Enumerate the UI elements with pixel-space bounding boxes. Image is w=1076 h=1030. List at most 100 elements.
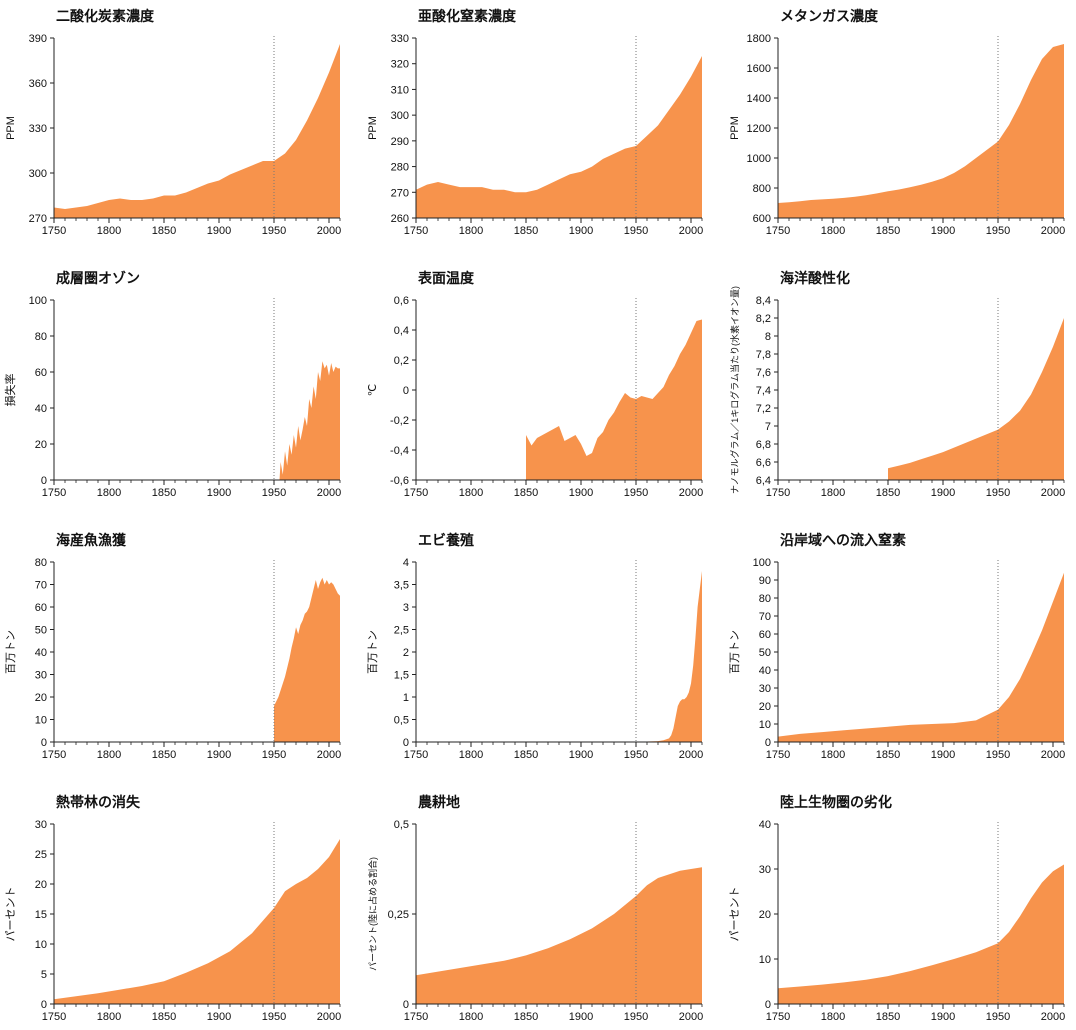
y-tick-label: 300 (391, 110, 409, 122)
chart-panel: 沿岸域への流入窒素 1750 1800 1850 1900 1950 2000 0 10 20 30… (724, 524, 1076, 768)
x-tick-label: 1750 (404, 225, 428, 237)
y-tick-label: 360 (29, 78, 47, 90)
x-tick-label: 1950 (986, 487, 1010, 499)
y-tick-label: 80 (35, 557, 47, 569)
x-tick-label: 1750 (404, 1011, 428, 1023)
x-tick-label: 2000 (679, 487, 703, 499)
y-tick-label: 270 (391, 187, 409, 199)
x-tick-label: 1750 (766, 225, 790, 237)
chart-panel: 海産魚漁獲 1750 1800 1850 1900 1950 2000 0 10 20 30 40 50… (0, 524, 352, 768)
area-chart: 1750 1800 1850 1900 1950 2000 270 300 330 360 390 P… (5, 33, 341, 237)
y-tick-label: 0,5 (394, 715, 409, 727)
y-tick-label: 10 (35, 715, 47, 727)
area-series (279, 361, 340, 480)
x-tick-label: 1950 (624, 487, 648, 499)
y-tick-label: 60 (759, 629, 771, 641)
chart-title: 熱帯林の消失 (56, 795, 140, 811)
x-tick-label: 1900 (569, 225, 593, 237)
area-series (416, 56, 702, 218)
y-tick-label: 320 (391, 59, 409, 71)
chart-title: 沿岸域への流入窒素 (780, 533, 906, 549)
y-axis-label: パーセント (4, 887, 17, 942)
chart-title: 陸上生物圏の劣化 (780, 795, 892, 811)
x-tick-label: 2000 (317, 1011, 341, 1023)
x-tick-label: 1800 (97, 487, 121, 499)
chart-panel: 二酸化炭素濃度 1750 1800 1850 1900 1950 2000 270 300 330… (0, 0, 352, 244)
y-axis-label: ℃ (367, 384, 379, 396)
area-chart: 1750 1800 1850 1900 1950 2000 0 0,25 0,5 パーセント(陸に… (367, 819, 703, 1023)
chart-title: 海産魚漁獲 (56, 533, 126, 549)
x-tick-label: 1750 (42, 487, 66, 499)
x-tick-label: 1800 (97, 749, 121, 761)
area-series (778, 864, 1064, 1004)
x-tick-label: 2000 (1041, 1011, 1065, 1023)
area-series (778, 572, 1064, 742)
y-tick-label: 6,6 (756, 457, 771, 469)
y-tick-label: 0 (765, 737, 771, 749)
y-tick-label: 1000 (747, 153, 771, 165)
y-axis-label: パーセント(陸に占める割合) (367, 857, 378, 971)
y-tick-label: 310 (391, 84, 409, 96)
x-tick-label: 1850 (876, 1011, 900, 1023)
chart-title: 二酸化炭素濃度 (56, 9, 154, 25)
y-tick-label: 40 (35, 403, 47, 415)
x-tick-label: 1750 (42, 749, 66, 761)
x-tick-label: 1950 (262, 749, 286, 761)
y-tick-label: 2,5 (394, 625, 409, 637)
y-tick-label: 280 (391, 162, 409, 174)
area-chart: 1750 1800 1850 1900 1950 2000 -0,6 -0,4 -0,2 0 0,2… (367, 295, 703, 499)
x-tick-label: 1750 (766, 487, 790, 499)
chart-panel: 陸上生物圏の劣化 1750 1800 1850 1900 1950 2000 0 10 20 30 4… (724, 786, 1076, 1030)
x-tick-label: 2000 (1041, 487, 1065, 499)
y-tick-label: 20 (35, 439, 47, 451)
x-tick-label: 1750 (42, 225, 66, 237)
y-tick-label: 30 (759, 683, 771, 695)
x-tick-label: 1850 (514, 1011, 538, 1023)
y-tick-label: 100 (753, 557, 771, 569)
x-tick-label: 1950 (624, 749, 648, 761)
y-tick-label: 3,5 (394, 580, 409, 592)
x-tick-label: 1900 (207, 1011, 231, 1023)
area-chart: 1750 1800 1850 1900 1950 2000 0 0,5 1 1,5 2 2,5 3 3,5… (367, 557, 703, 761)
area-chart: 1750 1800 1850 1900 1950 2000 0 10 20 30 40 50 60 70 8… (5, 557, 341, 761)
area-chart: 1750 1800 1850 1900 1950 2000 0 10 20 30 40 50 60 70 8… (729, 557, 1065, 761)
x-tick-label: 1900 (931, 225, 955, 237)
x-tick-label: 1950 (986, 1011, 1010, 1023)
area-series (54, 44, 340, 218)
y-tick-label: 0 (403, 999, 409, 1011)
y-tick-label: 20 (35, 879, 47, 891)
y-axis-label: パーセント (728, 887, 741, 942)
x-tick-label: 1900 (931, 749, 955, 761)
y-tick-label: 7 (765, 421, 771, 433)
y-tick-label: 10 (759, 954, 771, 966)
x-tick-label: 2000 (1041, 225, 1065, 237)
chart-panel: 熱帯林の消失 1750 1800 1850 1900 1950 2000 0 5 10 15 20 25… (0, 786, 352, 1030)
y-tick-label: 1400 (747, 93, 771, 105)
y-axis-label: PPM (729, 116, 741, 140)
x-tick-label: 1850 (514, 225, 538, 237)
x-tick-label: 1800 (821, 749, 845, 761)
x-tick-label: 1900 (207, 749, 231, 761)
area-chart: 1750 1800 1850 1900 1950 2000 600 800 1000 1200 14… (729, 33, 1065, 237)
area-chart: 1750 1800 1850 1900 1950 2000 0 5 10 15 20 25 30 パーセン… (4, 819, 341, 1023)
y-tick-label: 300 (29, 168, 47, 180)
x-tick-label: 2000 (317, 487, 341, 499)
x-tick-label: 1850 (876, 749, 900, 761)
y-tick-label: -0,4 (390, 445, 409, 457)
y-tick-label: 50 (35, 625, 47, 637)
y-tick-label: 390 (29, 33, 47, 45)
y-tick-label: 100 (29, 295, 47, 307)
x-tick-label: 1900 (569, 749, 593, 761)
y-tick-label: 600 (753, 213, 771, 225)
area-series (636, 571, 702, 742)
y-tick-label: 1800 (747, 33, 771, 45)
y-tick-label: 2 (403, 647, 409, 659)
y-tick-label: 40 (35, 647, 47, 659)
y-tick-label: 330 (391, 33, 409, 45)
y-tick-label: 260 (391, 213, 409, 225)
x-tick-label: 1900 (931, 1011, 955, 1023)
y-tick-label: 290 (391, 136, 409, 148)
y-tick-label: 8,2 (756, 313, 771, 325)
x-tick-label: 1850 (514, 749, 538, 761)
x-tick-label: 1950 (624, 1011, 648, 1023)
